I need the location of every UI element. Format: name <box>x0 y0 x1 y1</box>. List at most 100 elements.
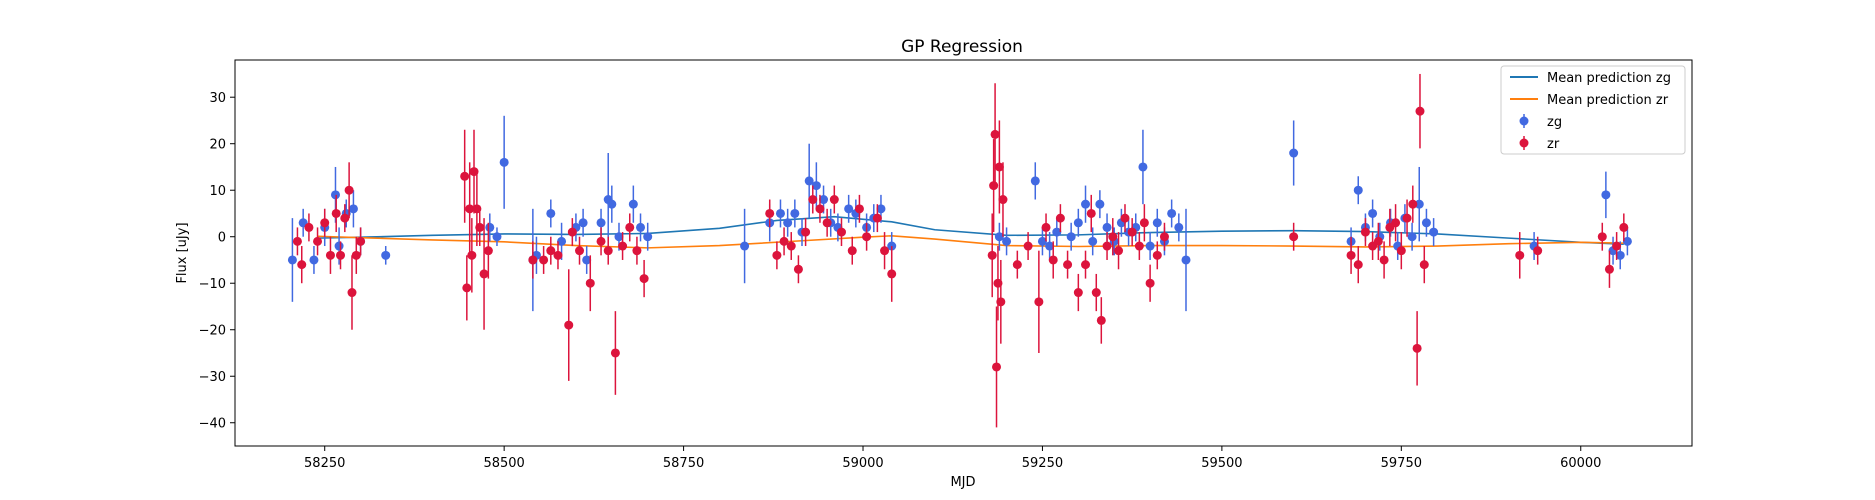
zg-marker <box>1421 218 1431 228</box>
zg-point <box>775 199 785 228</box>
zg-marker <box>582 255 592 265</box>
chart-title: GP Regression <box>901 37 1023 57</box>
zg-marker <box>994 232 1004 242</box>
zr-point <box>1055 204 1065 233</box>
zg-errorbars <box>287 115 1632 312</box>
zr-marker <box>585 278 595 288</box>
zg-marker <box>636 222 646 232</box>
zg-marker <box>499 157 509 167</box>
x-tick-label: 58500 <box>483 456 524 471</box>
zg-point <box>1368 199 1378 228</box>
legend-marker-zr <box>1519 136 1529 150</box>
zr-point <box>467 218 477 293</box>
zg-marker <box>1622 236 1632 246</box>
zr-point <box>567 218 577 247</box>
zg-marker <box>1601 190 1611 200</box>
zg-point <box>1407 222 1417 251</box>
zr-marker <box>815 204 825 214</box>
zr-point <box>475 208 485 247</box>
legend-marker-zr-dot <box>1519 138 1529 148</box>
zr-point <box>1289 222 1299 251</box>
y-axis-label: Flux [uJy] <box>175 222 190 283</box>
zr-point <box>1012 250 1022 279</box>
zg-marker <box>1145 241 1155 251</box>
zr-marker <box>1159 232 1169 242</box>
y-tick-label: 0 <box>218 231 226 246</box>
zr-marker <box>479 269 489 279</box>
zg-point <box>1152 208 1162 237</box>
zg-marker <box>1045 241 1055 251</box>
zg-marker <box>1167 208 1177 218</box>
zr-marker <box>632 246 642 256</box>
zg-marker <box>844 204 854 214</box>
zr-point <box>1096 297 1106 344</box>
zg-marker <box>1030 176 1040 186</box>
zg-point <box>1414 166 1424 242</box>
zg-point <box>1073 208 1083 237</box>
zr-point <box>539 246 549 274</box>
zr-point <box>340 204 350 233</box>
zr-marker <box>344 185 354 195</box>
zr-point <box>1114 232 1124 270</box>
zg-point <box>1081 185 1091 223</box>
zr-point <box>1396 232 1406 270</box>
zg-marker <box>643 232 653 242</box>
zr-point <box>786 232 796 260</box>
zr-point <box>862 222 872 251</box>
zg-marker <box>1052 227 1062 237</box>
zr-marker <box>1152 250 1162 260</box>
zr-point <box>887 246 897 302</box>
zr-marker <box>786 241 796 251</box>
zr-point <box>854 194 864 223</box>
zg-point <box>740 208 750 284</box>
zg-point <box>1052 218 1062 247</box>
zr-point <box>1412 311 1422 386</box>
zg-marker <box>578 218 588 228</box>
zg-marker <box>492 232 502 242</box>
legend-marker-zg-dot <box>1519 116 1529 126</box>
zr-point <box>1408 185 1418 223</box>
zr-marker <box>987 250 997 260</box>
zg-marker <box>546 208 556 218</box>
zr-point <box>1102 232 1112 260</box>
series-line-zr <box>317 234 1624 249</box>
zr-marker <box>553 250 563 260</box>
zr-point <box>347 255 357 330</box>
zr-marker <box>618 241 628 251</box>
zr-marker <box>1073 288 1083 298</box>
zr-marker <box>1604 264 1614 274</box>
zg-marker <box>381 250 391 260</box>
zg-point <box>1174 213 1184 242</box>
zr-point <box>1108 218 1118 256</box>
y-axis: −40 −30 −20 −10 0 10 20 30 <box>199 91 235 432</box>
legend: Mean prediction zg Mean prediction zr zg… <box>1500 65 1686 155</box>
zr-marker <box>546 246 556 256</box>
y-tick-label: 10 <box>209 184 226 199</box>
zr-point <box>765 199 775 228</box>
zr-marker <box>1127 227 1137 237</box>
zr-marker <box>1346 250 1356 260</box>
zr-point <box>1391 204 1401 242</box>
zg-marker <box>1066 232 1076 242</box>
zr-point <box>1023 232 1033 260</box>
zr-marker <box>1096 315 1106 325</box>
zr-marker <box>539 255 549 265</box>
x-tick-label: 59750 <box>1381 456 1422 471</box>
zg-marker <box>309 255 319 265</box>
zr-marker <box>1114 246 1124 256</box>
zr-marker <box>992 362 1002 372</box>
zr-point <box>553 241 563 270</box>
zg-point <box>1622 227 1632 256</box>
zr-marker <box>465 204 475 214</box>
zr-point <box>344 162 354 219</box>
zr-marker <box>610 348 620 358</box>
zr-point <box>996 259 1006 344</box>
zg-point <box>1037 227 1047 256</box>
zr-point <box>793 255 803 284</box>
zg-point <box>309 246 319 274</box>
zr-marker <box>1353 260 1363 270</box>
x-tick-label: 59500 <box>1201 456 1242 471</box>
zr-marker <box>998 195 1008 205</box>
zg-point <box>1138 129 1148 205</box>
zr-point <box>610 311 620 395</box>
